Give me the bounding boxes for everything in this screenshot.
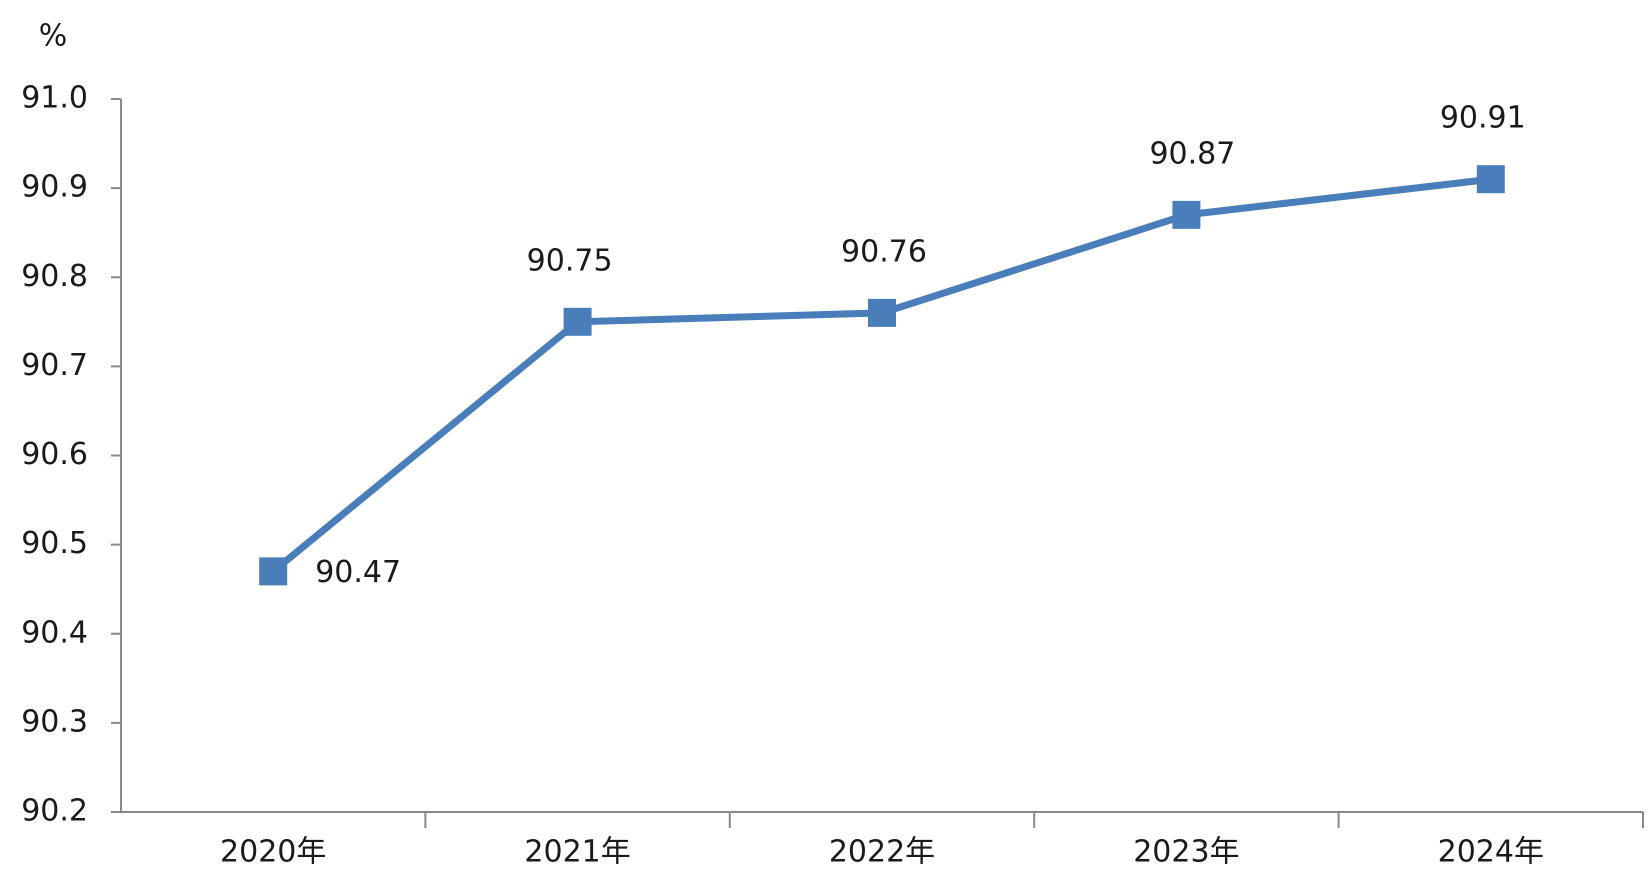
data-marker	[1172, 200, 1201, 229]
x-tick-label: 2024年	[1438, 835, 1544, 870]
data-label: 90.47	[315, 555, 401, 590]
data-marker	[259, 557, 288, 586]
data-label: 90.75	[527, 243, 613, 278]
y-tick-label: 90.2	[21, 794, 88, 829]
y-tick-label: 90.9	[21, 170, 88, 205]
y-tick-label: 90.3	[21, 704, 88, 739]
y-axis-unit: %	[39, 19, 68, 54]
y-tick-label: 90.7	[21, 348, 88, 383]
y-tick-label: 90.4	[21, 615, 88, 650]
y-tick-label: 91.0	[21, 81, 88, 116]
data-label: 90.76	[841, 234, 927, 269]
y-tick-label: 90.5	[21, 526, 88, 561]
x-tick-label: 2020年	[220, 835, 326, 870]
data-label: 90.87	[1149, 136, 1235, 171]
data-marker	[868, 298, 896, 327]
x-tick-label: 2023年	[1133, 835, 1239, 870]
x-tick-label: 2021年	[524, 835, 630, 870]
data-marker	[1476, 165, 1505, 194]
data-marker	[563, 307, 592, 336]
y-tick-label: 90.6	[21, 437, 88, 472]
y-tick-label: 90.8	[21, 259, 88, 294]
data-label: 90.91	[1440, 101, 1526, 136]
x-tick-label: 2022年	[829, 835, 935, 870]
